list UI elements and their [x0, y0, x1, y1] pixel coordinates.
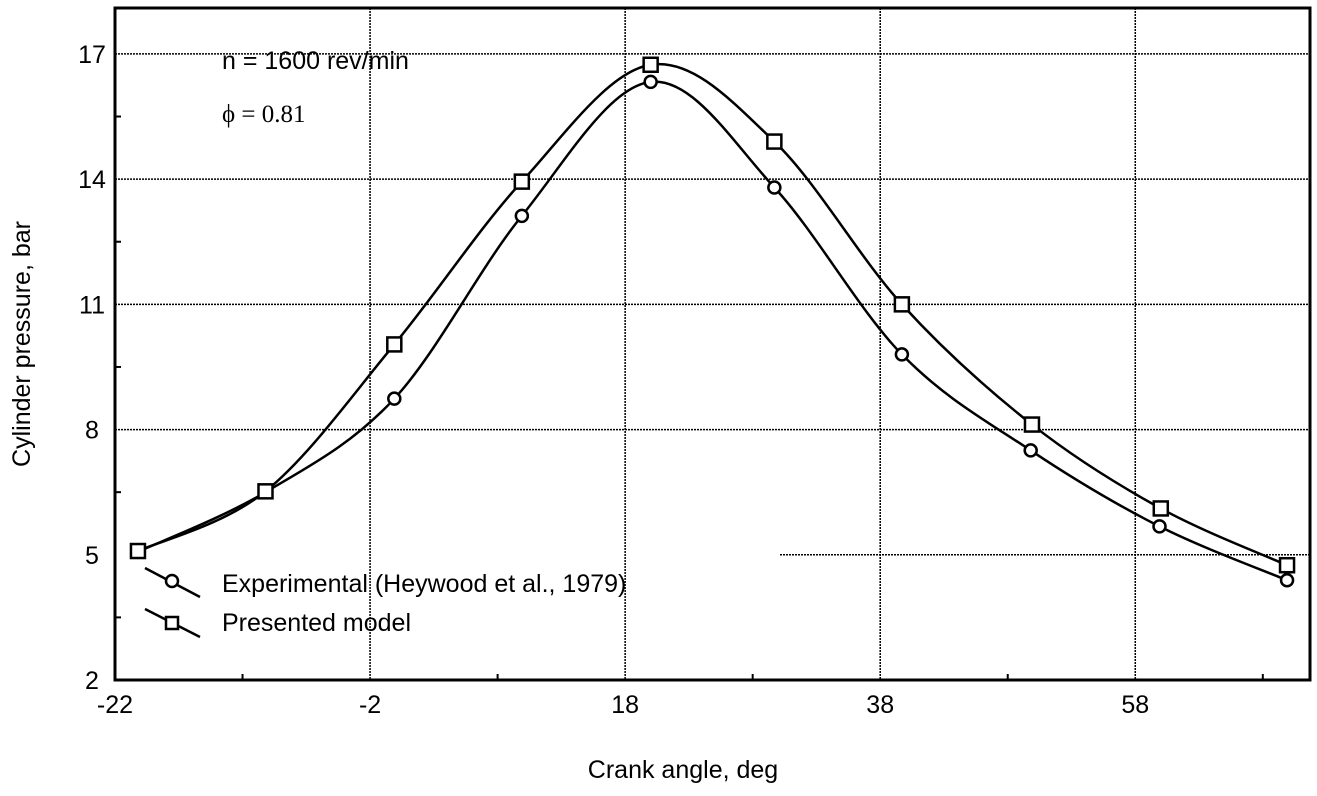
experimental-point [894, 347, 910, 362]
x-tick-label: -22 [97, 691, 133, 719]
series-markers [129, 56, 1296, 588]
y-tick-label: 5 [85, 542, 99, 570]
experimental-point [767, 180, 782, 195]
model-curve [137, 62, 1288, 567]
legend-marker-circle [164, 573, 180, 589]
annotation-equivalence-ratio: ϕ = 0.81 [222, 101, 306, 128]
model-point [1152, 500, 1170, 517]
model-point [386, 336, 403, 353]
x-tick-label: 58 [1121, 691, 1149, 719]
y-tick-label: 11 [79, 291, 105, 319]
model-point [513, 173, 531, 190]
experimental-point [1279, 572, 1295, 588]
y-tick-label: 8 [85, 417, 99, 445]
y-axis-label: Cylinder pressure, bar [8, 221, 36, 467]
y-tick-label: 2 [85, 667, 99, 695]
x-tick-label: -2 [359, 691, 381, 719]
model-point [257, 483, 274, 500]
x-tick-label: 18 [611, 691, 639, 719]
grid [115, 8, 1310, 680]
y-tick-label: 14 [78, 166, 106, 194]
legend-label-experimental: Experimental (Heywood et al., 1979) [222, 570, 626, 598]
model-point [642, 56, 659, 74]
plot-frame [113, 6, 1312, 682]
series-curves [137, 62, 1288, 582]
experimental-point [1152, 519, 1167, 534]
model-point [766, 133, 783, 150]
x-tick-label: 38 [866, 691, 894, 719]
annotation-speed: n = 1600 rev/min [222, 47, 409, 75]
legend-marker-square [164, 615, 180, 631]
experimental-point [643, 74, 658, 90]
model-point [893, 296, 911, 313]
x-axis-label: Crank angle, deg [588, 756, 778, 784]
legend-label-model: Presented model [222, 609, 411, 637]
experimental-point [387, 391, 402, 406]
experimental-curve [137, 80, 1288, 582]
experimental-point [514, 208, 530, 224]
model-point [129, 542, 147, 560]
model-point [1023, 416, 1041, 433]
y-tick-label: 17 [78, 41, 106, 69]
experimental-point [1023, 443, 1038, 458]
model-point [1278, 556, 1296, 574]
legend: Experimental (Heywood et al., 1979) Pres… [144, 566, 626, 639]
